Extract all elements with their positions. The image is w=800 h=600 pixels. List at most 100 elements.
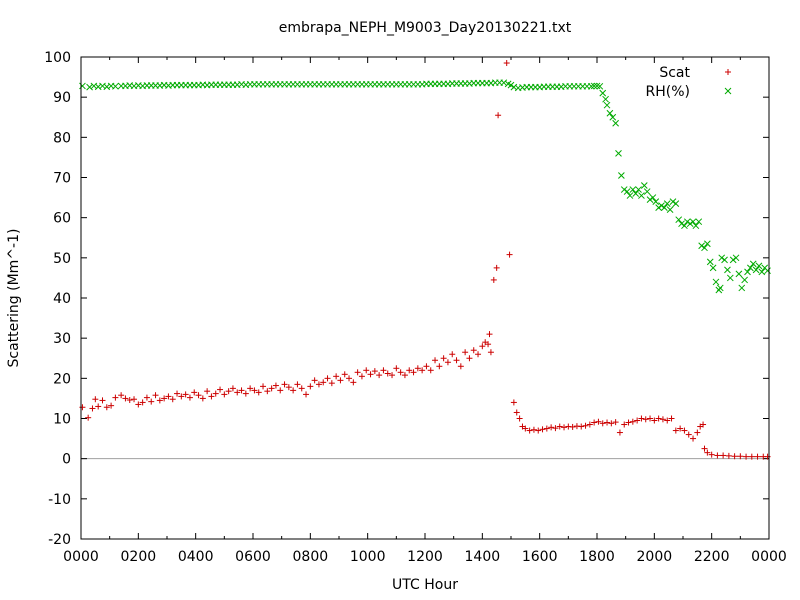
scat-point — [470, 347, 477, 354]
rh-point — [500, 79, 508, 87]
x-tick-label: 0000 — [63, 549, 99, 565]
scat-point — [303, 391, 310, 398]
rh-point — [683, 218, 691, 226]
scat-point — [118, 392, 125, 399]
rh-point — [507, 81, 515, 89]
scat-point — [612, 419, 619, 426]
scat-point — [108, 402, 115, 409]
scat-point — [389, 372, 396, 379]
scat-point — [217, 386, 224, 393]
rh-point — [620, 186, 628, 193]
y-tick-label: -10 — [48, 492, 71, 508]
scat-point — [548, 424, 555, 431]
y-tick-label: 40 — [53, 291, 71, 307]
scat-point — [510, 399, 517, 406]
scat-point — [152, 392, 159, 399]
x-tick-label: 2000 — [637, 549, 673, 565]
scat-point — [578, 423, 585, 430]
scat-point — [486, 331, 493, 338]
legend-label-scat: Scat — [659, 65, 690, 81]
rh-point — [661, 204, 668, 211]
legend-label-rh: RH(%) — [646, 84, 690, 100]
rh-point — [658, 202, 665, 209]
scat-point — [561, 424, 568, 431]
scat-point — [156, 397, 163, 404]
rh-point — [638, 192, 645, 199]
scat-point — [122, 395, 129, 402]
scat-point — [651, 417, 658, 424]
scat-point — [376, 372, 383, 379]
rh-point — [618, 172, 625, 179]
scat-point — [324, 375, 331, 382]
y-tick-label: 70 — [53, 171, 71, 187]
scat-point — [354, 369, 361, 376]
rh-point — [596, 82, 604, 90]
scat-point — [255, 389, 262, 396]
scat-point — [234, 389, 241, 396]
scat-point — [647, 415, 654, 422]
x-tick-label: 1000 — [350, 549, 386, 565]
rh-point — [735, 270, 743, 278]
scat-point — [621, 421, 628, 428]
rh-point — [729, 256, 737, 264]
scat-point — [350, 379, 357, 386]
scat-point — [414, 365, 421, 372]
scat-point — [672, 427, 679, 434]
scat-point — [143, 394, 150, 401]
scat-point — [493, 264, 500, 271]
scat-point — [380, 367, 387, 374]
rh-point — [678, 220, 685, 228]
rh-point — [635, 186, 642, 193]
scat-point — [358, 373, 365, 380]
rh-point — [749, 260, 757, 268]
rh-point — [666, 206, 674, 213]
rh-point — [587, 82, 595, 90]
rh-point — [721, 256, 728, 264]
rh-point — [747, 264, 754, 272]
scat-point — [526, 427, 533, 434]
scat-point — [161, 395, 168, 402]
scat-point — [384, 370, 391, 377]
scat-point — [268, 385, 275, 392]
scat-point — [466, 355, 473, 362]
scat-point — [328, 380, 335, 387]
rh-point — [724, 266, 731, 274]
rh-point — [646, 196, 654, 203]
scat-point — [503, 60, 510, 67]
x-tick-label: 0200 — [121, 549, 157, 565]
scat-point — [694, 429, 701, 436]
scat-point — [277, 387, 284, 394]
scat-point — [315, 381, 322, 388]
rh-point — [615, 150, 622, 157]
rh-point — [675, 216, 683, 224]
scat-point — [423, 363, 430, 370]
scat-point — [247, 385, 254, 392]
rh-point — [649, 194, 657, 201]
x-tick-label: 0600 — [235, 549, 271, 565]
rh-point — [640, 182, 648, 189]
scat-point — [242, 390, 249, 397]
rh-point — [732, 254, 740, 262]
scat-point — [307, 383, 314, 390]
scat-point — [748, 453, 755, 460]
scat-point — [341, 371, 348, 378]
rh-point — [626, 192, 634, 199]
series-rh — [79, 79, 771, 294]
scat-point — [363, 367, 370, 374]
scat-point — [530, 426, 537, 433]
scat-point — [681, 427, 688, 434]
rh-point — [709, 264, 717, 272]
scat-point — [148, 398, 155, 405]
scat-point — [608, 420, 615, 427]
scat-point — [337, 377, 344, 384]
scat-point — [690, 435, 697, 442]
scat-point — [685, 431, 692, 438]
legend-marker-scat — [725, 69, 731, 75]
scat-point — [85, 414, 92, 421]
x-ticks: 0000 0200 0400 0600 0800 1000 1200 1400 1600 1800… — [63, 57, 787, 565]
y-axis-label: Scattering (Mm^-1) — [6, 229, 22, 368]
rh-point — [681, 222, 688, 230]
rh-point — [741, 276, 748, 284]
scat-point — [182, 391, 189, 398]
